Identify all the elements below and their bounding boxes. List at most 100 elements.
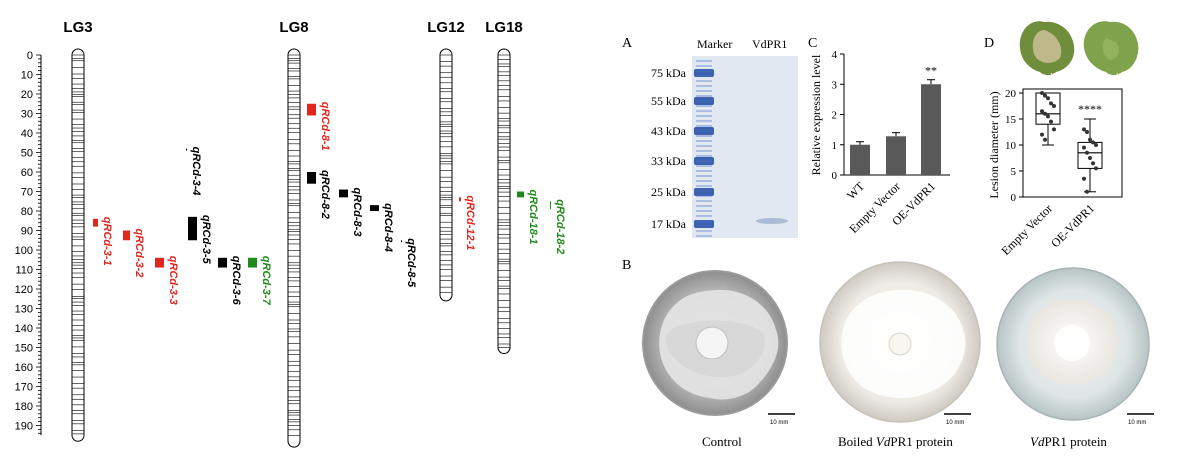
- marker-band: [694, 220, 714, 228]
- c-category-label: WT: [844, 179, 868, 203]
- linkage-group-label: LG12: [427, 19, 465, 36]
- c-bar: [850, 144, 870, 175]
- qtl-bar: [550, 201, 551, 210]
- d-point: [1049, 101, 1053, 106]
- d-category-label: OE-VdPR1: [1048, 201, 1097, 250]
- panel-d-box-plot: D 10 mm 10 mm 0 5 10 15 20 Lesion diameter (m…: [984, 21, 1139, 258]
- panel-b: B 10 mm 10 mm 10 mm Control Boiled VdPR1…: [622, 258, 1154, 449]
- qtl-label: qRCd-3-6: [230, 256, 242, 306]
- d-point: [1085, 150, 1089, 155]
- ruler-tick-label: 120: [15, 284, 33, 296]
- qtl-bar: [517, 191, 524, 198]
- c-significance: **: [925, 64, 937, 78]
- leaf-photo-oe-vdpr1: 10 mm: [1083, 21, 1139, 79]
- qtl-bar: [218, 257, 227, 268]
- ruler-tick-label: 40: [21, 128, 33, 140]
- ruler-tick-label: 110: [15, 265, 33, 277]
- ruler-tick-label: 130: [15, 304, 33, 316]
- svg-text:10 mm: 10 mm: [1050, 73, 1065, 79]
- qtl-label: qRCd-8-1: [319, 102, 331, 151]
- ruler-tick-label: 80: [21, 206, 33, 218]
- map-axis: 0 10 20 30 40 50 60 70 80 90 100 110 120 130 140 150 160…: [15, 50, 42, 436]
- c-bar: [886, 136, 906, 175]
- plate-control: 10 mm: [642, 270, 795, 426]
- panel-a: A Marker VdPR1 75 kDa 55 kDa 43 kDa 33 kDa 2…: [622, 36, 798, 238]
- ruler-tick-label: 170: [15, 382, 33, 394]
- linkage-groups: LG3 LG8 LG12 LG18: [63, 19, 523, 448]
- caption-boiled-vdpr1: Boiled VdPR1 protein: [838, 434, 953, 449]
- d-point: [1082, 127, 1086, 132]
- d-point: [1085, 130, 1089, 134]
- marker-band: [694, 127, 714, 135]
- d-point: [1082, 145, 1086, 150]
- qtl-bar: [401, 240, 402, 243]
- caption-vdpr1: VdPR1 protein: [1030, 434, 1107, 449]
- ruler-tick-label: 30: [21, 109, 33, 121]
- plate-boiled-vdpr1: 10 mm: [819, 261, 981, 426]
- d-point: [1094, 166, 1098, 171]
- qtl-label: qRCd-18-2: [554, 199, 566, 254]
- vdpr1-band: [756, 218, 788, 224]
- qtl-bar: [370, 205, 379, 211]
- svg-text:10 mm: 10 mm: [1116, 73, 1131, 79]
- d-y-tick-label: 10: [1005, 140, 1017, 152]
- d-y-tick-label: 20: [1005, 88, 1017, 100]
- marker-label: 25 kDa: [651, 185, 687, 199]
- d-point: [1094, 143, 1098, 147]
- ruler-tick-label: 180: [15, 401, 33, 413]
- d-point: [1043, 93, 1047, 98]
- c-y-tick-label: 0: [832, 170, 838, 182]
- marker-label: 43 kDa: [651, 124, 687, 138]
- marker-band: [694, 157, 714, 165]
- marker-label: 33 kDa: [651, 154, 687, 168]
- leaf-photo-empty-vector: 10 mm: [1019, 21, 1075, 79]
- lane-label-vdpr1: VdPR1: [752, 37, 787, 51]
- d-point: [1046, 96, 1050, 101]
- c-y-tick-label: 1: [832, 140, 838, 152]
- qtl-bar: [307, 103, 316, 116]
- d-point: [1040, 132, 1044, 137]
- genetic-linkage-map: 0 10 20 30 40 50 60 70 80 90 100 110 120 130 140 150 160…: [15, 19, 566, 448]
- qtl-label: qRCd-8-5: [405, 238, 417, 288]
- d-point: [1052, 127, 1056, 132]
- ruler-tick-label: 0: [27, 50, 33, 62]
- qtl-label: qRCd-18-1: [527, 190, 539, 245]
- marker-label: 75 kDa: [651, 66, 687, 80]
- ruler-tick-label: 160: [15, 362, 33, 374]
- linkage-group-label: LG18: [485, 19, 523, 36]
- d-point: [1091, 140, 1095, 145]
- d-y-tick-label: 5: [1011, 166, 1017, 178]
- qtl-bar: [155, 257, 164, 268]
- marker-bands: [694, 60, 714, 237]
- panel-d-letter: D: [984, 36, 994, 51]
- d-y-tick-label: 0: [1011, 192, 1017, 204]
- ruler-tick-label: 20: [21, 89, 33, 101]
- d-point: [1088, 156, 1092, 160]
- marker-band: [694, 188, 714, 196]
- d-category-label: Empty Vector: [998, 201, 1055, 258]
- svg-text:10 mm: 10 mm: [770, 420, 788, 426]
- qtl-label: qRCd-12-1: [464, 195, 476, 250]
- d-point: [1088, 137, 1092, 142]
- d-plot-frame: [1022, 88, 1123, 198]
- qtl-bar: [188, 216, 197, 241]
- qtl-label: qRCd-8-2: [319, 170, 331, 219]
- ruler-tick-label: 60: [21, 167, 33, 179]
- marker-band: [694, 97, 714, 105]
- d-y-axis-label: Lesion diameter (mm): [987, 91, 1001, 198]
- qtl-bar: [307, 172, 316, 184]
- d-y-tick-label: 15: [1005, 114, 1017, 126]
- qtl-label: qRCd-8-4: [382, 203, 394, 252]
- svg-text:10 mm: 10 mm: [946, 420, 964, 426]
- qtl-label: qRCd-8-3: [351, 188, 363, 237]
- svg-text:10 mm: 10 mm: [1128, 420, 1146, 426]
- qtl-bar: [123, 230, 130, 241]
- lane-label-marker: Marker: [697, 37, 732, 51]
- marker-label: 55 kDa: [651, 94, 687, 108]
- d-point: [1040, 91, 1044, 95]
- d-point: [1049, 119, 1053, 124]
- d-point: [1046, 114, 1050, 119]
- c-y-axis-label: Relative expression level: [809, 54, 823, 175]
- d-point: [1043, 111, 1047, 116]
